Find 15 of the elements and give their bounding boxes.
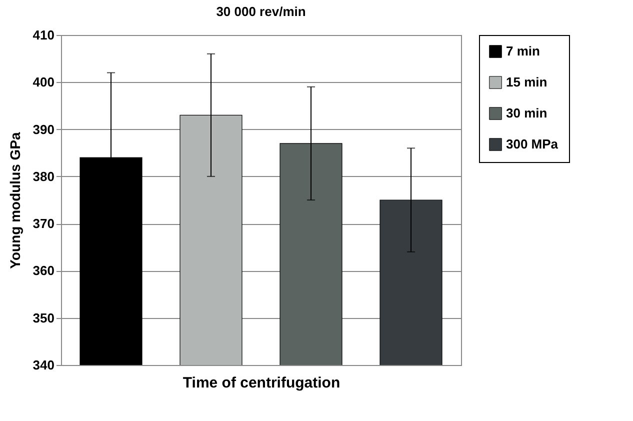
legend-label: 300 MPa [506,136,559,152]
y-tick-label: 360 [32,263,54,278]
chart-title: 30 000 rev/min [216,4,306,19]
y-tick-label: 370 [32,216,54,232]
y-tick-label: 350 [32,310,54,326]
legend-label: 15 min [506,74,548,90]
y-axis-title: Young modulus GPa [6,132,23,269]
legend-label: 7 min [506,44,540,58]
y-tick-label: 400 [32,74,54,90]
y-tick-label: 410 [32,28,54,42]
y-tick-label: 390 [32,122,54,137]
y-tick-label: 340 [32,358,54,372]
legend-label: 30 min [506,106,548,120]
y-tick-label: 380 [32,168,54,184]
x-axis-title: Time of centrifugation [182,374,340,392]
